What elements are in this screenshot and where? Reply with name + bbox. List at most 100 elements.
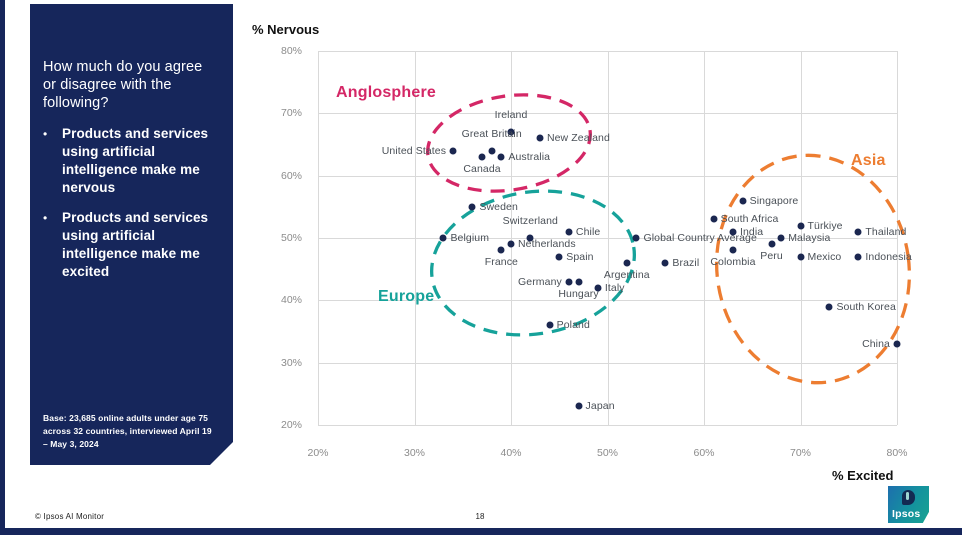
- ipsos-glyph-icon: [902, 490, 915, 505]
- europe-label: Europe: [378, 288, 435, 305]
- bullet-icon: •: [43, 127, 48, 141]
- data-point-argentina: [623, 259, 631, 267]
- data-point-label: Hungary: [558, 287, 599, 300]
- data-point-label: Brazil: [672, 256, 700, 269]
- data-point-belgium: [439, 234, 447, 242]
- data-point-label: Thailand: [865, 225, 907, 238]
- page-number: 18: [475, 512, 485, 521]
- data-point-canada: [478, 153, 486, 161]
- gridline-horizontal: [318, 362, 897, 364]
- data-point-label: Singapore: [749, 194, 799, 207]
- question-text: How much do you agree or disagree with t…: [43, 59, 203, 111]
- data-point-label: Türkiye: [807, 219, 843, 232]
- copyright-text: © Ipsos AI Monitor: [35, 512, 105, 521]
- y-tick-label: 80%: [280, 45, 302, 57]
- data-point-label: Poland: [556, 319, 590, 332]
- data-point-label: New Zealand: [546, 132, 610, 145]
- data-point-label: Spain: [566, 250, 594, 263]
- data-point-switzerland: [526, 234, 534, 242]
- data-point-label: Sweden: [479, 200, 518, 213]
- x-tick-label: 40%: [500, 447, 522, 459]
- base-note: Base: 23,685 online adults under age 75 …: [43, 413, 212, 449]
- data-point-australia: [497, 153, 505, 161]
- data-point-label: Germany: [518, 275, 562, 288]
- ipsos-wordmark: Ipsos: [892, 508, 921, 520]
- y-axis-title: % Nervous: [252, 22, 320, 37]
- question-sidebar: How much do you agree or disagree with t…: [30, 4, 233, 465]
- data-point-mexico: [797, 253, 804, 261]
- data-point-label: France: [484, 256, 518, 269]
- data-point-label: Great Britain: [461, 127, 522, 140]
- data-point-label: Belgium: [450, 232, 490, 244]
- data-point-netherlands: [507, 240, 515, 248]
- data-point-global-country-average: [632, 234, 640, 242]
- data-point-france: [497, 246, 505, 254]
- data-point-label: Global Country Average: [643, 232, 757, 244]
- data-point-label: Malaysia: [788, 232, 831, 244]
- y-tick-label: 30%: [280, 356, 302, 369]
- data-point-united-states: [449, 147, 457, 155]
- data-point-poland: [546, 321, 554, 329]
- x-tick-label: 50%: [596, 447, 618, 459]
- data-point-germany: [565, 278, 573, 286]
- data-point-label: Colombia: [710, 256, 756, 269]
- data-point-spain: [555, 253, 563, 261]
- data-point-chile: [565, 228, 573, 236]
- data-point-peru: [768, 240, 776, 248]
- bullet-text: Products and services using artificial i…: [62, 126, 209, 195]
- data-point-t-rkiye: [797, 222, 804, 230]
- data-point-indonesia: [854, 253, 862, 261]
- bullet-item-nervous: • Products and services using artificial…: [43, 125, 219, 197]
- data-point-label: Indonesia: [865, 250, 912, 263]
- data-point-south-africa: [710, 215, 718, 223]
- data-point-label: Italy: [604, 281, 625, 294]
- data-point-south-korea: [825, 303, 833, 311]
- data-point-colombia: [729, 246, 737, 254]
- data-point-label: Chile: [575, 225, 601, 238]
- ipsos-logo: Ipsos: [888, 486, 929, 523]
- slide-left-border: [0, 0, 5, 535]
- question-bullets: • Products and services using artificial…: [43, 125, 219, 281]
- data-point-label: Mexico: [807, 250, 842, 263]
- asia-label: Asia: [851, 152, 886, 169]
- gridline-vertical: [704, 51, 705, 425]
- data-point-japan: [575, 402, 583, 410]
- x-tick-label: 30%: [403, 447, 425, 459]
- y-tick-label: 20%: [280, 419, 302, 431]
- bullet-icon: •: [43, 211, 48, 225]
- data-point-new-zealand: [536, 134, 544, 142]
- anglosphere-label: Anglosphere: [336, 84, 436, 101]
- data-point-label: Ireland: [494, 109, 528, 122]
- gridline-vertical: [897, 51, 898, 425]
- data-point-label: India: [739, 225, 764, 238]
- data-point-label: Australia: [508, 150, 551, 163]
- data-point-italy: [594, 284, 602, 292]
- data-point-thailand: [854, 228, 862, 236]
- data-point-hungary: [575, 278, 583, 286]
- data-point-label: United States: [381, 144, 447, 157]
- data-point-label: Netherlands: [518, 238, 576, 251]
- data-point-label: Peru: [760, 250, 783, 263]
- data-point-label: South Korea: [836, 300, 896, 313]
- bullet-text: Products and services using artificial i…: [62, 210, 209, 279]
- x-axis-title: % Excited: [832, 468, 894, 483]
- y-tick-label: 70%: [280, 107, 302, 120]
- data-point-singapore: [739, 197, 747, 205]
- data-point-label: Japan: [585, 400, 615, 413]
- y-tick-label: 40%: [280, 294, 302, 307]
- data-point-sweden: [468, 203, 476, 211]
- x-tick-label: 60%: [693, 447, 715, 459]
- gridline-horizontal: [318, 425, 897, 426]
- data-point-china: [893, 340, 901, 348]
- x-tick-label: 80%: [886, 447, 908, 459]
- data-point-malaysia: [777, 234, 785, 242]
- data-point-label: Canada: [463, 162, 501, 175]
- y-tick-label: 50%: [280, 232, 302, 244]
- data-point-label: Switzerland: [502, 215, 558, 227]
- x-tick-label: 70%: [789, 447, 811, 459]
- data-point-ireland: [507, 128, 515, 136]
- data-point-label: South Africa: [720, 213, 779, 226]
- y-tick-label: 60%: [280, 169, 302, 182]
- bullet-item-excited: • Products and services using artificial…: [43, 209, 219, 281]
- data-point-label: Argentina: [603, 268, 650, 281]
